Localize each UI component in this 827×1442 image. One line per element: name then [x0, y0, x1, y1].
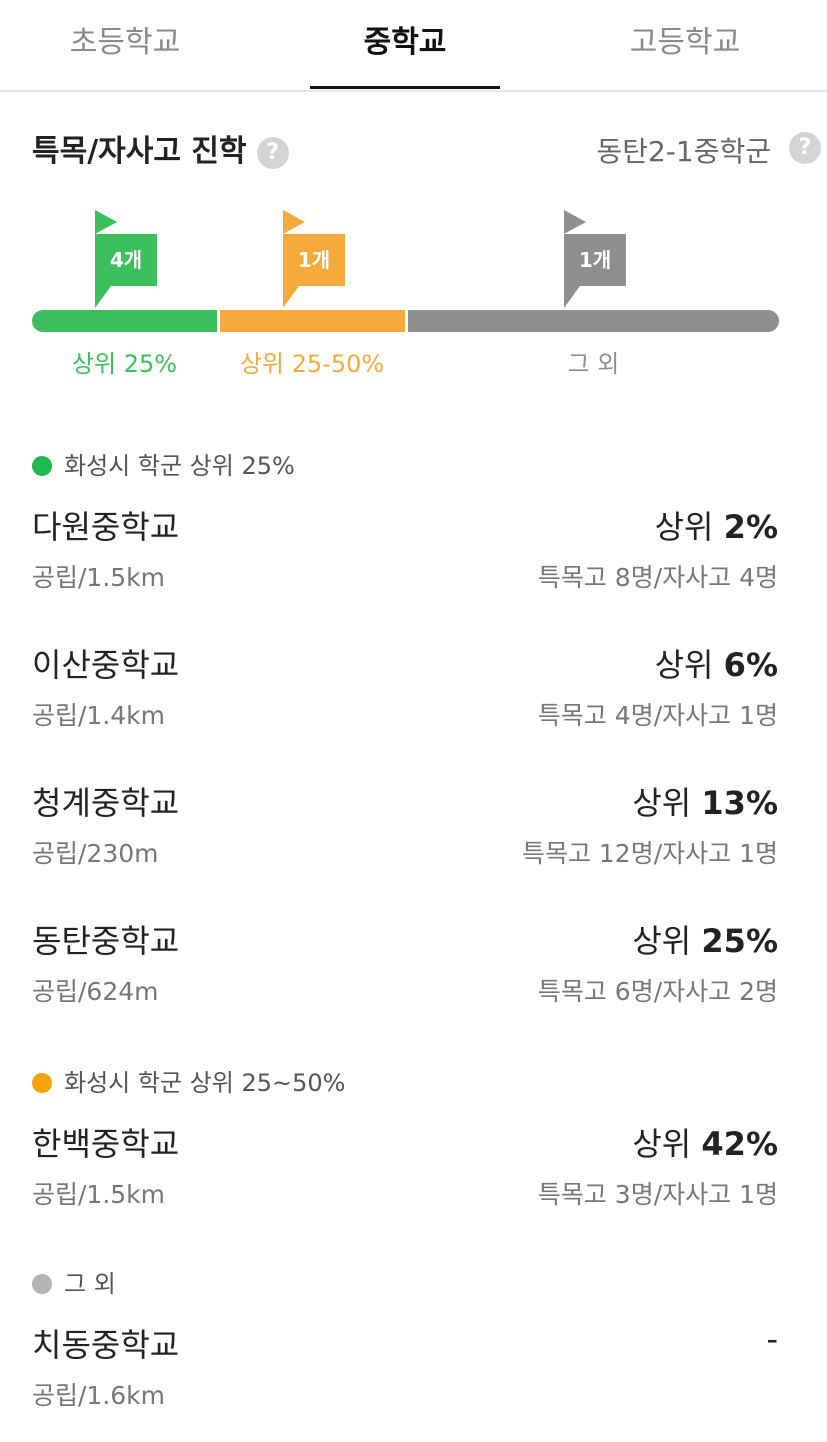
rank-prefix: 상위: [632, 784, 702, 822]
school-counts: 특목고 4명/자사고 1명: [537, 701, 778, 730]
flag-other-tail: [564, 286, 580, 308]
school-counts: 특목고 8명/자사고 4명: [537, 563, 778, 592]
school-meta: 공립/230m: [32, 839, 159, 868]
flag-top25: 4개: [95, 210, 159, 308]
flag-top25-50: 1개: [283, 210, 347, 308]
school-name: 이산중학교: [32, 646, 180, 684]
school-rank: 상위 42%: [632, 1119, 778, 1165]
rank-prefix: 상위: [632, 1125, 702, 1163]
school-meta: 공립/1.4km: [32, 701, 166, 730]
flag-top25-50-count: 1개: [283, 234, 345, 286]
school-rank: 상위 2%: [655, 502, 778, 548]
section-title: 특목/자사고 진학?: [32, 126, 289, 170]
school-meta: 공립/1.6km: [32, 1381, 166, 1410]
flag-top25-tail: [95, 286, 111, 308]
orange-dot-icon: [32, 1073, 52, 1093]
school-name: 한백중학교: [32, 1125, 180, 1163]
school-rank: 상위 13%: [632, 778, 778, 824]
school-meta: 공립/624m: [32, 977, 159, 1006]
school-row[interactable]: 동탄중학교 공립/624m 상위 25% 특목고 6명/자사고 2명: [32, 916, 778, 1026]
rank-value: 6%: [723, 646, 778, 684]
group-header-top25: 화성시 학군 상위 25%: [32, 446, 295, 481]
school-meta: 공립/1.5km: [32, 1180, 166, 1209]
section-title-text: 특목/자사고 진학: [32, 134, 247, 169]
group-header-other: 그 외: [32, 1264, 116, 1299]
bar-label-top25: 상위 25%: [71, 350, 178, 378]
group-title: 화성시 학군 상위 25~50%: [64, 1069, 346, 1097]
school-row[interactable]: 다원중학교 공립/1.5km 상위 2% 특목고 8명/자사고 4명: [32, 502, 778, 612]
school-row[interactable]: 청계중학교 공립/230m 상위 13% 특목고 12명/자사고 1명: [32, 778, 778, 888]
school-row[interactable]: 한백중학교 공립/1.5km 상위 42% 특목고 3명/자사고 1명: [32, 1119, 778, 1229]
flag-other-count: 1개: [564, 234, 626, 286]
flag-top25-pennant: [95, 210, 117, 234]
school-name: 다원중학교: [32, 508, 180, 546]
rank-prefix: 상위: [632, 922, 702, 960]
flag-top25-count: 4개: [95, 234, 157, 286]
gray-dot-icon: [32, 1274, 52, 1294]
bar-segment-top25: [32, 310, 217, 332]
school-rank: 상위 6%: [655, 640, 778, 686]
tab-middle[interactable]: 중학교: [310, 0, 500, 89]
bar-label-top25-50: 상위 25-50%: [239, 350, 385, 378]
group-title: 화성시 학군 상위 25%: [64, 452, 295, 480]
tab-high[interactable]: 고등학교: [629, 25, 741, 60]
green-dot-icon: [32, 456, 52, 476]
school-counts: 특목고 6명/자사고 2명: [537, 977, 778, 1006]
flag-other-pennant: [564, 210, 586, 234]
tab-elementary[interactable]: 초등학교: [69, 25, 181, 60]
flag-top25-50-pennant: [283, 210, 305, 234]
school-counts: 특목고 12명/자사고 1명: [521, 839, 778, 868]
district-text: 동탄2-1중학군: [596, 135, 771, 168]
school-meta: 공립/1.5km: [32, 563, 166, 592]
rank-value: 42%: [701, 1125, 778, 1163]
school-row[interactable]: 치동중학교 공립/1.6km -: [32, 1320, 778, 1430]
group-title: 그 외: [64, 1270, 116, 1298]
district-label: 동탄2-1중학군 ?: [596, 130, 821, 170]
help-icon[interactable]: ?: [256, 136, 289, 169]
rank-value: 13%: [701, 784, 778, 822]
school-row[interactable]: 이산중학교 공립/1.4km 상위 6% 특목고 4명/자사고 1명: [32, 640, 778, 750]
flag-other: 1개: [564, 210, 628, 308]
group-header-top25-50: 화성시 학군 상위 25~50%: [32, 1063, 345, 1098]
school-name: 치동중학교: [32, 1326, 180, 1364]
flag-top25-50-tail: [283, 286, 299, 308]
rank-value: -: [766, 1320, 778, 1358]
school-name: 청계중학교: [32, 784, 180, 822]
bar-segment-top25-50: [220, 310, 405, 332]
school-counts: 특목고 3명/자사고 1명: [537, 1180, 778, 1209]
rank-prefix: 상위: [654, 508, 724, 546]
bar-label-other: 그 외: [567, 350, 620, 378]
school-level-tabs: 초등학교 중학교 고등학교: [0, 0, 827, 92]
rank-value: 25%: [701, 922, 778, 960]
school-name: 동탄중학교: [32, 922, 180, 960]
school-rank: 상위 25%: [632, 916, 778, 962]
district-help-icon[interactable]: ?: [789, 132, 821, 164]
rank-value: 2%: [723, 508, 778, 546]
bar-segment-other: [408, 310, 779, 332]
school-rank: -: [766, 1320, 778, 1358]
rank-prefix: 상위: [654, 646, 724, 684]
